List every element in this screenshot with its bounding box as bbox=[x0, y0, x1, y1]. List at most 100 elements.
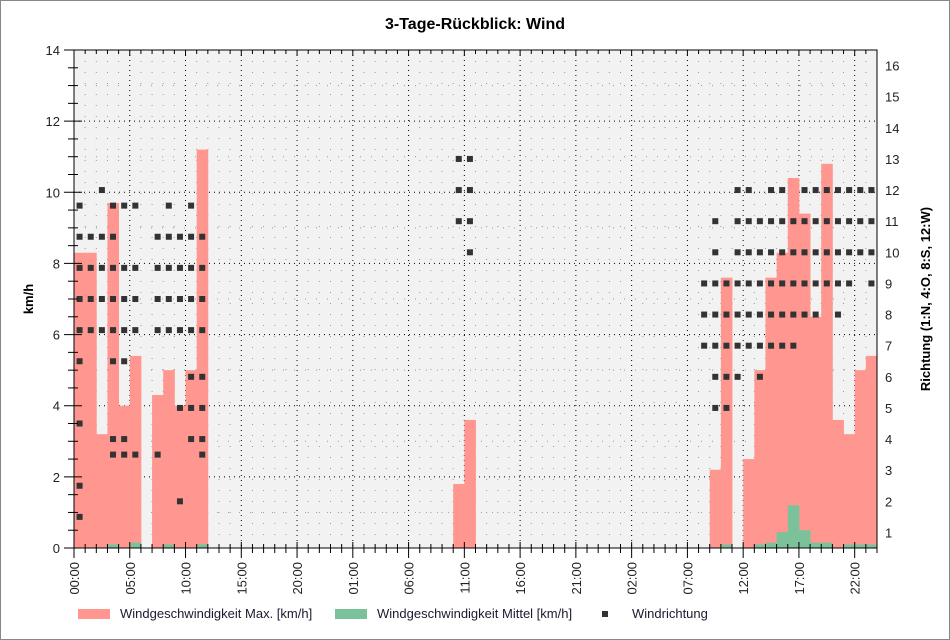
svg-text:22:00: 22:00 bbox=[848, 562, 863, 595]
direction-point bbox=[188, 436, 195, 443]
direction-point bbox=[734, 373, 741, 380]
bar-max bbox=[810, 316, 822, 548]
direction-point bbox=[801, 218, 808, 225]
bar-max bbox=[754, 370, 766, 548]
direction-point bbox=[846, 280, 853, 287]
direction-point bbox=[110, 436, 117, 443]
bar-mean bbox=[787, 505, 800, 548]
direction-point bbox=[466, 249, 473, 256]
direction-point bbox=[823, 218, 830, 225]
bar-mean bbox=[107, 544, 120, 548]
direction-point bbox=[87, 233, 94, 240]
svg-text:11: 11 bbox=[885, 214, 899, 229]
direction-point bbox=[745, 187, 752, 194]
svg-text:21:00: 21:00 bbox=[569, 562, 584, 595]
direction-point bbox=[756, 373, 763, 380]
direction-point bbox=[756, 218, 763, 225]
svg-text:12: 12 bbox=[885, 183, 899, 198]
svg-text:0: 0 bbox=[53, 541, 60, 556]
mean-speed-bars bbox=[107, 505, 878, 548]
direction-point bbox=[76, 482, 83, 489]
direction-point bbox=[834, 249, 841, 256]
direction-point bbox=[723, 373, 730, 380]
direction-point bbox=[868, 280, 875, 287]
svg-text:4: 4 bbox=[53, 399, 60, 414]
direction-point bbox=[846, 249, 853, 256]
direction-point bbox=[734, 311, 741, 318]
direction-point bbox=[712, 311, 719, 318]
bar-mean bbox=[754, 544, 766, 548]
svg-text:17:00: 17:00 bbox=[792, 562, 807, 595]
svg-text:11:00: 11:00 bbox=[457, 562, 472, 594]
legend-item-direction: Windrichtung bbox=[602, 606, 708, 621]
bar-mean bbox=[720, 544, 733, 548]
max-speed-bars bbox=[74, 149, 878, 549]
svg-text:1: 1 bbox=[885, 525, 892, 540]
direction-point bbox=[132, 296, 139, 302]
direction-point bbox=[132, 264, 139, 271]
direction-point bbox=[121, 358, 128, 365]
direction-point bbox=[701, 342, 708, 349]
direction-point bbox=[176, 233, 183, 240]
direction-point bbox=[834, 280, 841, 287]
svg-text:2: 2 bbox=[885, 494, 892, 509]
bar-max bbox=[709, 469, 722, 548]
direction-point bbox=[779, 218, 786, 225]
direction-point bbox=[768, 187, 775, 194]
bar-max bbox=[821, 163, 833, 549]
direction-point bbox=[76, 264, 83, 271]
direction-point bbox=[199, 233, 206, 240]
direction-point bbox=[857, 249, 864, 256]
svg-text:6: 6 bbox=[885, 370, 892, 385]
svg-text:5: 5 bbox=[885, 401, 892, 416]
legend-label-mean: Windgeschwindigkeit Mittel [km/h] bbox=[377, 606, 573, 621]
direction-point bbox=[701, 280, 708, 287]
direction-point bbox=[745, 342, 752, 349]
bar-mean bbox=[196, 544, 209, 548]
direction-point bbox=[110, 296, 117, 302]
svg-text:4: 4 bbox=[885, 432, 892, 447]
direction-point bbox=[790, 311, 797, 318]
direction-point bbox=[110, 451, 117, 458]
direction-point bbox=[846, 218, 853, 225]
direction-point bbox=[734, 249, 741, 256]
direction-point bbox=[768, 249, 775, 256]
y-axis-label-right: Richtung (1:N, 4:O, 8:S, 12:W) bbox=[918, 207, 933, 391]
svg-text:12: 12 bbox=[46, 114, 60, 129]
legend-label-direction: Windrichtung bbox=[632, 606, 708, 621]
svg-text:06:00: 06:00 bbox=[402, 562, 417, 595]
direction-point bbox=[132, 202, 139, 209]
direction-point bbox=[801, 280, 808, 287]
direction-point bbox=[76, 327, 83, 334]
bar-max bbox=[74, 252, 86, 548]
direction-point bbox=[110, 358, 117, 365]
direction-point bbox=[199, 451, 206, 458]
direction-point bbox=[790, 249, 797, 256]
direction-point bbox=[110, 264, 117, 271]
direction-point bbox=[745, 311, 752, 318]
direction-point bbox=[154, 296, 161, 302]
svg-text:02:00: 02:00 bbox=[625, 562, 640, 595]
direction-point bbox=[165, 327, 172, 334]
direction-point bbox=[176, 498, 183, 505]
direction-point bbox=[712, 404, 719, 411]
direction-point bbox=[857, 187, 864, 194]
direction-point bbox=[76, 296, 83, 302]
direction-point bbox=[87, 327, 94, 334]
direction-point bbox=[701, 311, 708, 318]
direction-point bbox=[768, 311, 775, 318]
direction-point bbox=[734, 280, 741, 287]
direction-point bbox=[768, 280, 775, 287]
bar-max bbox=[464, 419, 476, 548]
svg-text:10: 10 bbox=[885, 245, 899, 260]
direction-point bbox=[76, 233, 83, 240]
bar-max bbox=[163, 370, 175, 548]
bar-mean bbox=[854, 544, 867, 548]
direction-point bbox=[712, 373, 719, 380]
direction-point bbox=[132, 327, 139, 334]
direction-point bbox=[812, 249, 819, 256]
direction-point bbox=[121, 202, 128, 209]
direction-point bbox=[76, 513, 83, 520]
direction-point bbox=[455, 187, 462, 194]
direction-point bbox=[779, 249, 786, 256]
